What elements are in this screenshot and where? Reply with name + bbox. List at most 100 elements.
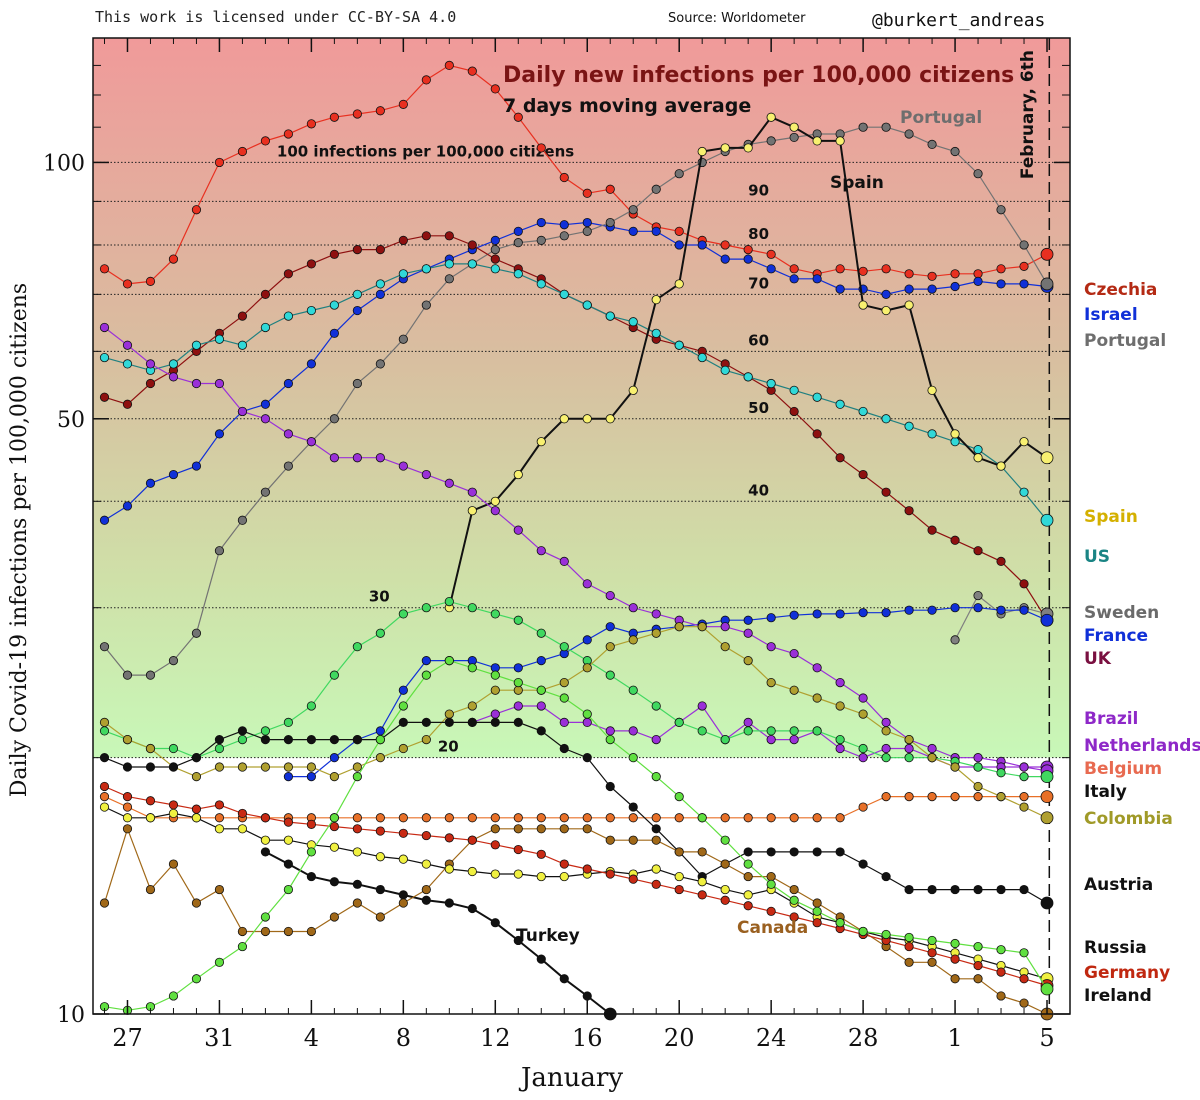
point-uk-37: [950, 535, 960, 545]
x-tick-label-12: 12: [480, 1024, 511, 1052]
point-belgium-37: [950, 792, 960, 802]
point-czechia-20: [559, 172, 569, 183]
point-spain-41: [1040, 451, 1054, 465]
point-germany-20: [559, 859, 569, 869]
point-austria-37: [950, 884, 960, 895]
point-russia-26: [697, 877, 707, 887]
point-canada-36: [927, 957, 937, 967]
point-portugal-4: [191, 628, 202, 638]
point-ireland-33: [858, 926, 868, 937]
point-czechia-41: [1040, 247, 1054, 261]
series-line-france: [288, 607, 1048, 778]
point-czechia-17: [490, 84, 500, 94]
point-austria-1: [122, 762, 133, 772]
series-ireland: [99, 656, 1054, 1015]
point-france-9: [306, 772, 316, 782]
point-austria-3: [168, 762, 179, 772]
series-labels: Czechia Israel Portugal Spain US Sweden France…: [516, 108, 1200, 1006]
point-spain-19: [536, 437, 546, 447]
label-russia: Russia: [1084, 938, 1147, 958]
point-us-26: [697, 352, 707, 363]
point-czechia-13: [398, 99, 408, 109]
chart-subtitle: 7 days moving average: [503, 95, 751, 117]
point-uk-17: [490, 254, 500, 264]
point-austria-8: [283, 735, 293, 745]
point-us-10: [329, 300, 339, 310]
point-germany-25: [674, 884, 684, 895]
point-israel-39: [996, 279, 1006, 289]
point-us-7: [260, 322, 271, 333]
point-us-40: [1019, 487, 1029, 497]
point-germany-5: [214, 800, 225, 810]
point-turkey-19: [536, 954, 546, 964]
point-germany-10: [329, 821, 339, 832]
point-ireland-13: [398, 701, 408, 711]
point-colombia-39: [996, 792, 1006, 802]
point-portugal-36: [927, 139, 937, 149]
x-tick-label-1: 1: [947, 1024, 962, 1052]
point-austria-16: [467, 717, 477, 728]
point-colombia-16: [467, 701, 477, 711]
point-russia-28: [743, 890, 753, 900]
x-tick-label-8: 8: [396, 1024, 411, 1052]
inline-label-portugal: Portugal: [900, 108, 982, 128]
point-portugal-29: [766, 136, 776, 146]
point-czechia-39: [996, 264, 1006, 274]
point-portugal-19: [536, 235, 546, 245]
point-italy-30: [789, 726, 799, 736]
point-italy-10: [329, 670, 339, 680]
point-czechia-0: [99, 264, 110, 274]
point-russia-15: [444, 864, 454, 874]
point-ireland-19: [536, 685, 546, 695]
point-ireland-23: [628, 753, 638, 763]
y-tick-label-50: 50: [57, 408, 85, 433]
point-italy-7: [260, 726, 271, 736]
point-germany-16: [467, 835, 477, 845]
point-turkey-13: [398, 890, 408, 900]
point-russia-11: [352, 847, 362, 857]
point-us-13: [398, 269, 408, 279]
axes: 100 50 10 27 31 4 8 12 16 20 24 28 1 5: [43, 37, 1071, 1052]
point-spain-18: [513, 469, 523, 480]
point-canada-8: [283, 926, 293, 937]
point-austria-38: [973, 884, 983, 895]
point-russia-4: [191, 813, 202, 823]
point-colombia-25: [674, 622, 684, 632]
point-belgium-16: [467, 813, 477, 823]
point-uk-16: [467, 240, 477, 250]
point-germany-2: [145, 796, 156, 806]
point-turkey-15: [444, 898, 454, 908]
point-netherlands-21: [582, 717, 592, 728]
point-italy-8: [283, 717, 293, 728]
point-germany-3: [168, 800, 179, 810]
point-canada-5: [214, 884, 225, 895]
point-spain-32: [835, 136, 845, 146]
label-colombia: Colombia: [1084, 809, 1173, 829]
point-uk-1: [122, 399, 133, 409]
point-czechia-2: [145, 276, 156, 286]
point-ireland-30: [789, 895, 799, 905]
point-czechia-7: [260, 136, 271, 146]
point-italy-22: [605, 670, 615, 680]
point-austria-2: [145, 762, 156, 772]
point-ireland-34: [881, 929, 891, 940]
point-ireland-15: [444, 656, 454, 666]
point-brazil-3: [168, 372, 179, 382]
point-germany-6: [237, 808, 248, 819]
point-uk-40: [1019, 579, 1029, 589]
point-us-35: [904, 421, 914, 431]
point-ireland-7: [260, 912, 271, 922]
point-france-41: [1040, 613, 1054, 627]
point-ireland-18: [513, 678, 523, 688]
point-uk-14: [421, 231, 431, 241]
point-israel-32: [835, 284, 845, 294]
point-portugal-21: [582, 226, 592, 236]
point-canada-22: [605, 835, 615, 845]
point-ireland-10: [329, 813, 339, 823]
point-brazil-38: [973, 753, 983, 763]
point-netherlands-24: [651, 735, 661, 745]
point-germany-31: [812, 918, 822, 928]
point-belgium-25: [674, 813, 684, 823]
point-italy-23: [628, 685, 638, 695]
reference-label-60: 60: [748, 331, 769, 349]
